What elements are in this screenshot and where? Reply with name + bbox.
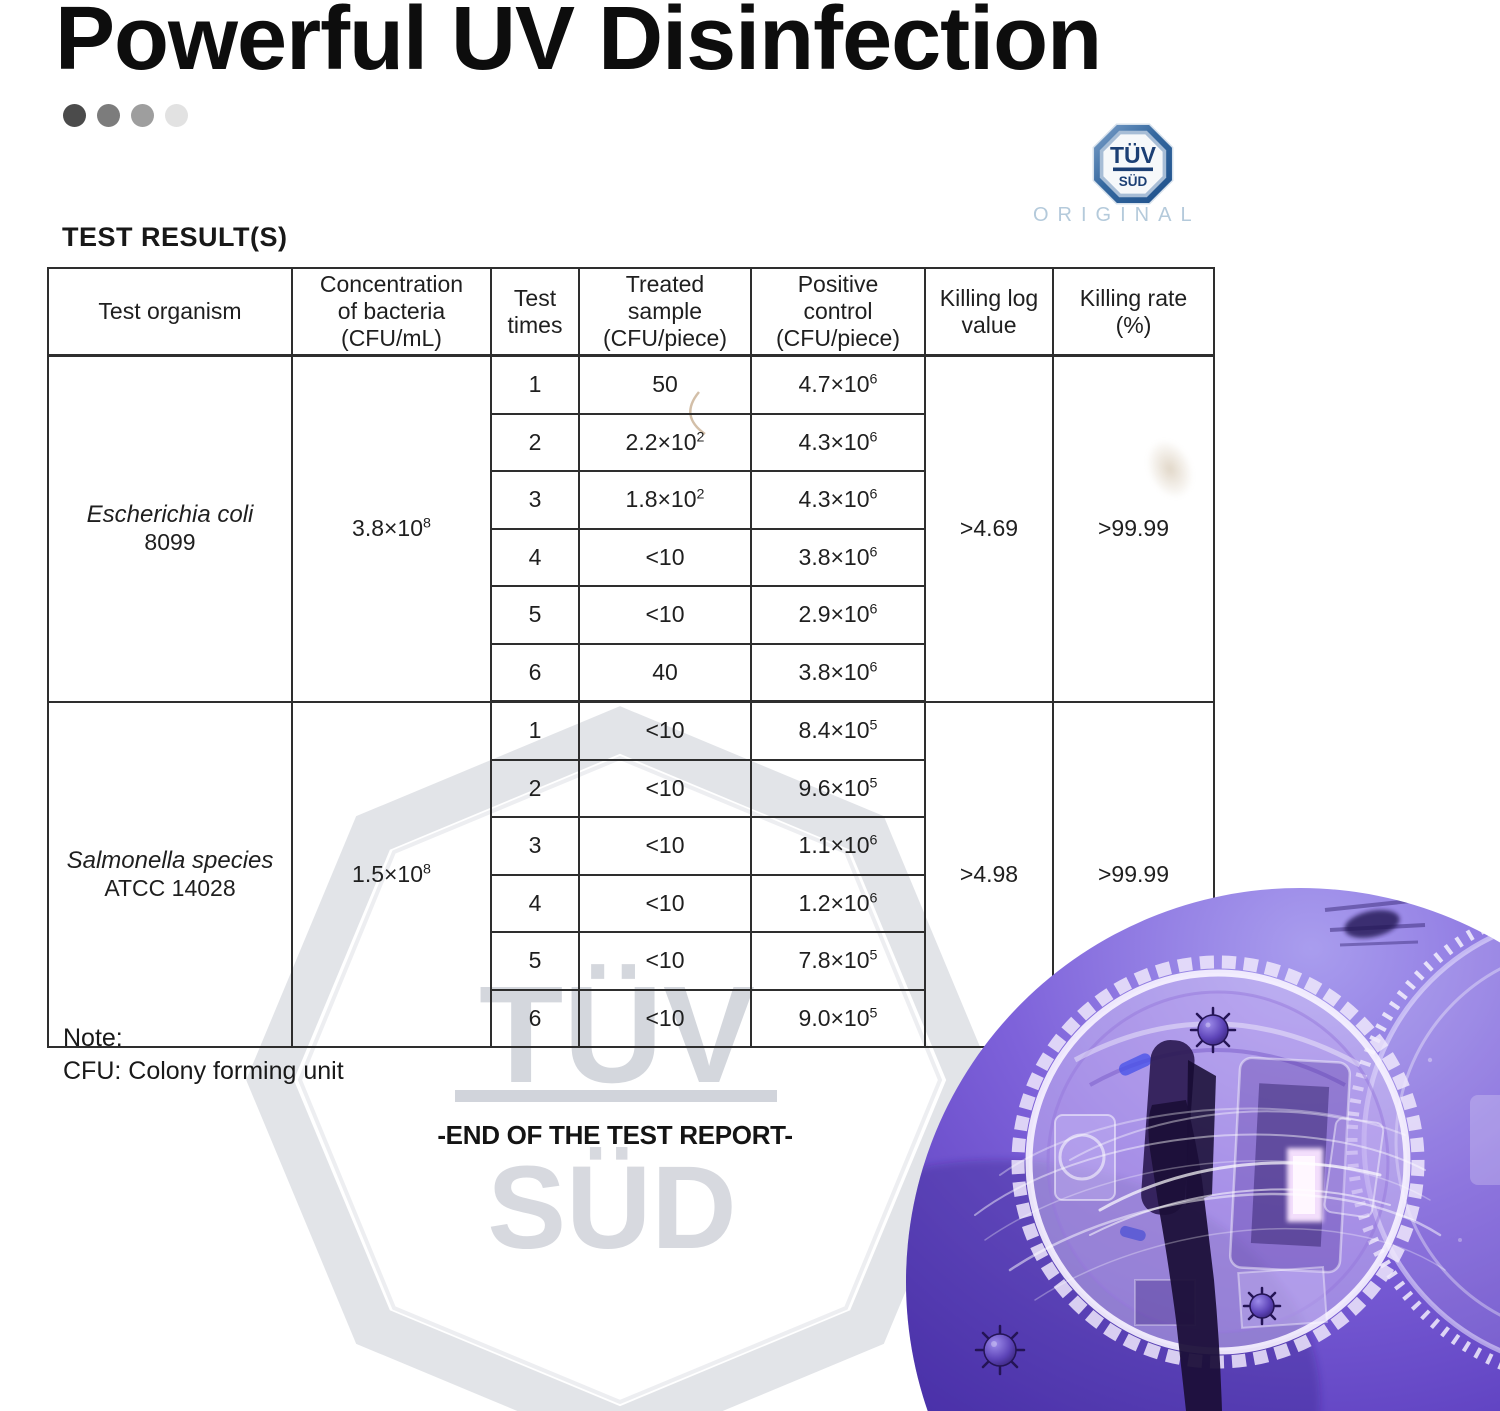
cell-treated: <10 [578,585,752,645]
cell-test-time: 6 [490,642,580,703]
page-title: Powerful UV Disinfection [55,0,1102,89]
cell-positive: 4.3×106 [750,412,926,472]
cell-treated: 2.2×102 [578,412,752,472]
cell-positive: 2.9×106 [750,585,926,645]
second-disc [1346,896,1500,1388]
cell-positive: 8.4×105 [750,700,926,761]
cell-positive: 1.1×106 [750,816,926,876]
watermark-sud-text: SÜD [487,1142,736,1274]
cell-test-time: 4 [490,527,580,587]
cell-organism: Escherichia coli 8099 [47,354,293,703]
tuv-octagon: TÜV SÜD [1092,123,1174,205]
cell-concentration: 1.5×108 [291,700,492,1048]
header-treated-sample: Treated sample (CFU/piece) [578,267,752,357]
dot-icon [97,104,120,127]
cell-killing-rate: >99.99 [1052,354,1215,703]
cell-killing-rate: >99.99 [1052,700,1215,1048]
cell-treated: <10 [578,988,752,1048]
organism-name: Salmonella species [66,846,274,874]
cell-test-time: 1 [490,700,580,761]
dot-icon [131,104,154,127]
table-row: 3 1.8×102 4.3×106 [48,470,1214,530]
watermark-bar [455,1090,777,1102]
test-results-table: Test organism Concentration of bacteria … [47,267,1215,1048]
cell-positive: 9.0×105 [750,988,926,1048]
progress-dots [63,104,188,127]
dot-icon [63,104,86,127]
cell-positive: 1.2×106 [750,873,926,933]
cell-test-time: 4 [490,873,580,933]
cell-positive: 3.8×106 [750,527,926,587]
table-row: 5 <10 2.9×106 [48,585,1214,645]
cell-organism: Salmonella species ATCC 14028 [47,700,293,1048]
table-row: 6 40 3.8×106 [48,642,1214,703]
cell-test-time: 5 [490,585,580,645]
cell-treated: <10 [578,700,752,761]
toothbrush-icon [1141,1040,1222,1411]
organism-strain: 8099 [144,529,196,556]
cell-treated: <10 [578,873,752,933]
uv-light-glow [1287,1148,1323,1222]
cell-test-time: 3 [490,816,580,876]
cell-positive: 3.8×106 [750,642,926,703]
cell-treated: 50 [578,354,752,415]
cell-treated: <10 [578,931,752,991]
cell-test-time: 5 [490,931,580,991]
virus-icon [974,1006,1282,1376]
cell-positive: 9.6×105 [750,758,926,818]
cell-test-time: 2 [490,412,580,472]
note-label: Note: [63,1024,123,1052]
tuv-sud-logo-icon: TÜV SÜD [1092,123,1174,205]
organism-name: Escherichia coli [86,501,254,529]
logo-tuv-text: TÜV [1110,142,1157,168]
header-test-times: Test times [490,267,580,357]
organism-strain: ATCC 14028 [104,874,236,901]
end-of-report-text: -END OF THE TEST REPORT- [437,1120,793,1150]
dot-icon [165,104,188,127]
cell-positive: 7.8×105 [750,931,926,991]
cell-positive: 4.3×106 [750,470,926,530]
cell-concentration: 3.8×108 [291,354,492,703]
virus-smear-icon [1324,898,1426,947]
cell-treated: <10 [578,758,752,818]
cell-treated: <10 [578,816,752,876]
table-row: Salmonella species ATCC 14028 1.5×108 1 … [47,700,1215,1048]
note-block: Note: CFU: Colony forming unit [63,1022,344,1088]
cell-treated: <10 [578,527,752,587]
cell-test-time: 3 [490,470,580,530]
cell-killing-log: >4.69 [924,354,1054,703]
header-concentration: Concentration of bacteria (CFU/mL) [291,267,492,357]
cell-test-time: 6 [490,988,580,1048]
header-test-organism: Test organism [47,267,293,357]
cell-treated: 1.8×102 [578,470,752,530]
table-header-row: Test organism Concentration of bacteria … [47,267,1215,357]
header-positive-control: Positive control (CFU/piece) [750,267,926,357]
cell-killing-log: >4.98 [924,700,1054,1048]
table-row: 2 2.2×102 4.3×106 [48,412,1214,472]
table-row: Escherichia coli 8099 3.8×108 1 50 4.7×1… [47,354,1215,703]
logo-sud-text: SÜD [1119,174,1148,189]
header-killing-rate: Killing rate (%) [1052,267,1215,357]
cell-test-time: 2 [490,758,580,818]
note-text: CFU: Colony forming unit [63,1057,344,1085]
original-stamp-text: ORIGINAL [1033,204,1201,226]
cell-test-time: 1 [490,354,580,415]
cell-positive: 4.7×106 [750,354,926,415]
light-streaks [974,1107,1446,1301]
header-killing-log: Killing log value [924,267,1054,357]
cell-treated: 40 [578,642,752,703]
table-row: 4 <10 3.8×106 [48,527,1214,587]
report-heading: TEST RESULT(S) [62,222,288,252]
